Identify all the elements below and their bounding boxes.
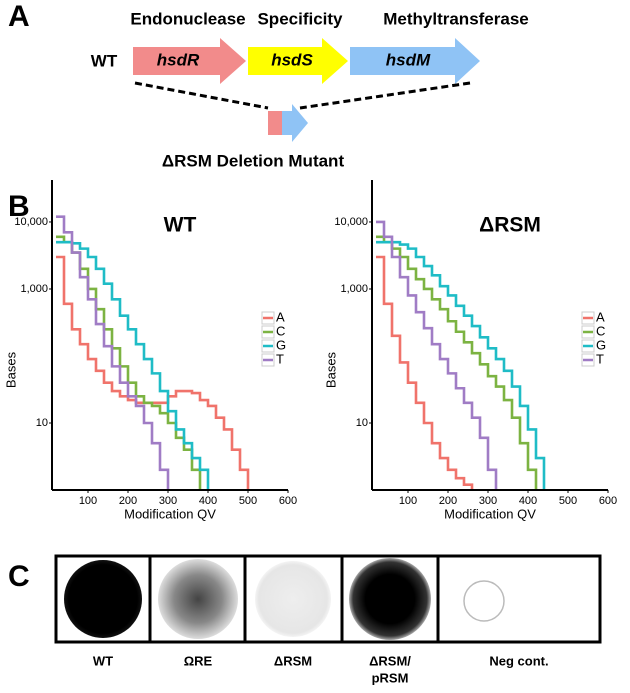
y-axis-label: Bases <box>323 351 338 388</box>
blot-spot <box>255 561 331 637</box>
mutant-label: ΔRSM Deletion Mutant <box>162 151 345 170</box>
x-tick-label: 100 <box>79 495 97 507</box>
blot-spot <box>158 559 238 639</box>
gene-arrow <box>133 38 246 84</box>
x-tick-label: 200 <box>119 495 137 507</box>
sample-label: ΔRSM/ <box>369 653 411 668</box>
chart-title: WT <box>164 214 197 237</box>
sample-label: Neg cont. <box>489 653 548 668</box>
gene-name: hsdS <box>271 50 313 69</box>
x-tick-label: 200 <box>439 495 457 507</box>
x-tick-label: 600 <box>279 495 297 507</box>
mutant-gene <box>268 111 282 135</box>
x-tick-label: 300 <box>159 495 177 507</box>
gene-name: hsdM <box>386 50 431 69</box>
gene-header: Endonuclease <box>130 9 245 28</box>
legend-label: T <box>596 351 604 366</box>
x-axis-label: Modification QV <box>124 506 216 521</box>
sample-label: ΩRE <box>184 653 213 668</box>
panel-label: C <box>8 560 30 593</box>
x-axis-label: Modification QV <box>444 506 536 521</box>
sample-label: pRSM <box>372 670 409 685</box>
y-tick-label: 10,000 <box>14 216 48 228</box>
x-tick-label: 400 <box>199 495 217 507</box>
y-tick-label: 10 <box>356 417 368 429</box>
gene-arrow <box>248 38 348 84</box>
y-tick-label: 1,000 <box>20 283 48 295</box>
series-line <box>56 235 202 490</box>
x-tick-label: 300 <box>479 495 497 507</box>
series-line <box>376 255 474 490</box>
series-line <box>56 240 210 490</box>
deletion-line <box>134 81 269 110</box>
panel-label: A <box>8 0 30 33</box>
y-tick-label: 10 <box>36 417 48 429</box>
mutant-gene <box>282 104 308 142</box>
chart-title: ΔRSM <box>479 214 541 237</box>
blot-spot <box>349 558 431 640</box>
panel-label: B <box>8 190 30 223</box>
legend-label: T <box>276 351 284 366</box>
gene-header: Specificity <box>257 9 343 28</box>
series-line <box>376 240 546 490</box>
y-axis-label: Bases <box>3 351 18 388</box>
gene-header: Methyltransferase <box>383 9 529 28</box>
deletion-line <box>299 81 471 110</box>
y-tick-label: 1,000 <box>340 283 368 295</box>
sample-label: ΔRSM <box>274 653 312 668</box>
x-tick-label: 500 <box>559 495 577 507</box>
x-tick-label: 500 <box>239 495 257 507</box>
legend-label: A <box>276 309 285 324</box>
series-line <box>376 220 498 490</box>
x-tick-label: 100 <box>399 495 417 507</box>
legend-label: G <box>596 337 606 352</box>
series-line <box>376 235 538 490</box>
legend-label: G <box>276 337 286 352</box>
legend-label: C <box>596 323 605 338</box>
blot-spot <box>64 560 142 638</box>
legend-label: C <box>276 323 285 338</box>
strain-label: WT <box>91 51 118 70</box>
blot-spot <box>463 580 505 622</box>
y-tick-label: 10,000 <box>334 216 368 228</box>
x-tick-label: 400 <box>519 495 537 507</box>
series-line <box>56 215 170 490</box>
legend-label: A <box>596 309 605 324</box>
gene-arrow <box>350 38 480 84</box>
x-tick-label: 600 <box>599 495 617 507</box>
sample-label: WT <box>93 653 113 668</box>
gene-name: hsdR <box>157 50 200 69</box>
